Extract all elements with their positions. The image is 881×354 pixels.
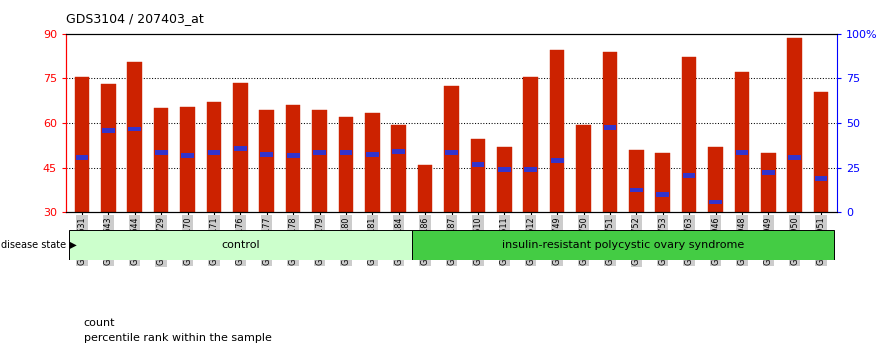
Bar	[577, 213, 590, 218]
Bar	[69, 230, 412, 260]
Bar	[444, 86, 459, 212]
Bar	[788, 38, 802, 212]
Bar	[207, 102, 221, 212]
Bar	[128, 62, 142, 212]
Bar	[155, 150, 167, 155]
Bar	[392, 149, 405, 154]
Bar	[762, 170, 774, 175]
Bar	[682, 57, 696, 212]
Bar	[656, 192, 669, 197]
Bar	[683, 173, 695, 178]
Bar	[709, 200, 722, 204]
Bar	[418, 165, 433, 212]
Bar	[338, 117, 353, 212]
Bar	[523, 77, 538, 212]
Bar	[470, 139, 485, 212]
Bar	[708, 147, 722, 212]
Bar	[208, 150, 220, 155]
Bar	[260, 152, 273, 157]
Bar	[550, 50, 565, 212]
Bar	[102, 128, 115, 133]
Bar	[498, 167, 511, 172]
Bar	[603, 51, 618, 212]
Text: control: control	[221, 240, 260, 250]
Bar	[497, 147, 512, 212]
Text: GDS3104 / 207403_at: GDS3104 / 207403_at	[66, 12, 204, 25]
Bar	[445, 150, 458, 155]
Bar	[366, 152, 379, 157]
Bar	[736, 150, 748, 155]
Bar	[551, 158, 564, 162]
Bar	[312, 110, 327, 212]
Bar	[418, 216, 432, 221]
Bar	[576, 125, 591, 212]
Text: insulin-resistant polycystic ovary syndrome: insulin-resistant polycystic ovary syndr…	[502, 240, 744, 250]
Bar	[815, 176, 827, 181]
Bar	[655, 153, 670, 212]
Bar	[181, 107, 195, 212]
Bar	[629, 150, 644, 212]
Bar	[234, 146, 247, 151]
Bar	[814, 92, 828, 212]
Bar	[101, 84, 115, 212]
Bar	[233, 83, 248, 212]
Bar	[630, 188, 643, 193]
Bar	[524, 167, 537, 172]
Bar	[76, 155, 88, 160]
Bar	[365, 113, 380, 212]
Bar	[129, 127, 141, 131]
Text: percentile rank within the sample: percentile rank within the sample	[84, 332, 271, 343]
Bar	[391, 125, 406, 212]
Bar	[154, 108, 168, 212]
Bar	[313, 150, 326, 155]
Bar	[75, 77, 89, 212]
Bar	[286, 153, 300, 158]
Bar	[761, 153, 775, 212]
Bar	[471, 162, 485, 167]
Bar	[285, 105, 300, 212]
Bar	[735, 72, 749, 212]
Bar	[259, 110, 274, 212]
Text: disease state ▶: disease state ▶	[1, 240, 77, 250]
Bar	[181, 153, 194, 158]
Bar	[412, 230, 834, 260]
Text: count: count	[84, 318, 115, 328]
Bar	[339, 150, 352, 155]
Bar	[603, 125, 617, 130]
Bar	[788, 155, 801, 160]
